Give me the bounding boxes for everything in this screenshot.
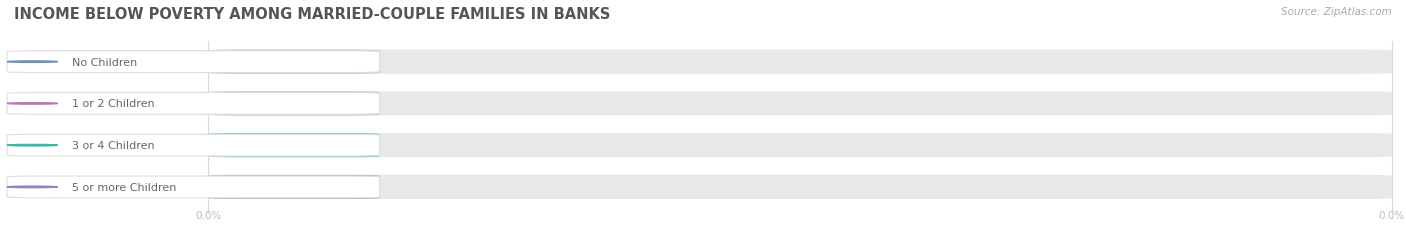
Circle shape <box>7 145 58 146</box>
Circle shape <box>7 103 58 105</box>
FancyBboxPatch shape <box>208 134 1392 158</box>
FancyBboxPatch shape <box>208 134 380 158</box>
Text: 0.0%: 0.0% <box>337 140 368 151</box>
FancyBboxPatch shape <box>7 52 380 73</box>
FancyBboxPatch shape <box>208 92 380 116</box>
Text: 1 or 2 Children: 1 or 2 Children <box>72 99 155 109</box>
Text: 0.0%: 0.0% <box>1379 210 1405 220</box>
FancyBboxPatch shape <box>208 50 1392 74</box>
Text: No Children: No Children <box>72 57 136 67</box>
FancyBboxPatch shape <box>208 175 380 199</box>
Text: 0.0%: 0.0% <box>337 57 368 67</box>
FancyBboxPatch shape <box>7 176 380 198</box>
FancyBboxPatch shape <box>208 50 380 74</box>
Circle shape <box>7 186 58 188</box>
Text: 0.0%: 0.0% <box>337 99 368 109</box>
FancyBboxPatch shape <box>208 92 1392 116</box>
Text: Source: ZipAtlas.com: Source: ZipAtlas.com <box>1281 7 1392 17</box>
Text: 0.0%: 0.0% <box>337 182 368 192</box>
FancyBboxPatch shape <box>208 175 1392 199</box>
Text: 0.0%: 0.0% <box>195 210 221 220</box>
Text: 3 or 4 Children: 3 or 4 Children <box>72 140 155 151</box>
FancyBboxPatch shape <box>7 135 380 156</box>
Text: 5 or more Children: 5 or more Children <box>72 182 176 192</box>
FancyBboxPatch shape <box>7 93 380 115</box>
Text: INCOME BELOW POVERTY AMONG MARRIED-COUPLE FAMILIES IN BANKS: INCOME BELOW POVERTY AMONG MARRIED-COUPL… <box>14 7 610 22</box>
Circle shape <box>7 62 58 63</box>
